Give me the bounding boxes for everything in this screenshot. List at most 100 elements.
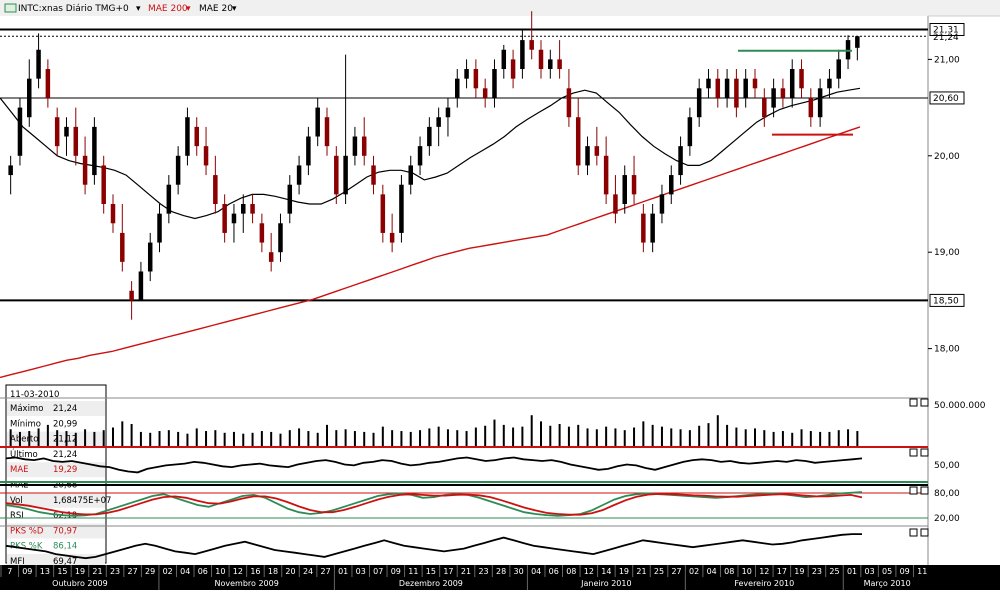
candle-body [641,213,646,243]
month-label: Novembro 2009 [214,579,278,588]
info-row-label: RSI [10,511,24,521]
candle-body [789,69,795,98]
date-label: 23 [110,567,120,576]
panel-close-icon[interactable] [920,398,929,407]
date-label: 04 [531,567,541,576]
panel-close-icon[interactable] [920,528,929,537]
toolbar: INTC:xnas Diário TMG+0 ▾ MAE 200▾ MAE 20 ▾ [0,0,1000,16]
panel-close-icon[interactable] [920,486,929,495]
price-level-label: 18,50 [933,296,959,306]
candle-body [389,232,395,243]
info-row-label: Aberto [10,435,38,445]
date-label: 23 [812,567,822,576]
info-row-value: 20,99 [53,419,77,429]
date-label: 17 [777,567,787,576]
ma200-line [0,126,861,379]
candle-body [696,88,702,118]
candle-body [780,88,786,98]
candle-body [222,204,227,233]
candle-body [510,59,516,79]
date-label: 14 [601,567,611,576]
date-label: 02 [689,567,699,576]
month-label: Dezembro 2009 [399,579,463,588]
candle-body [352,136,358,156]
date-label: 03 [356,567,366,576]
rsi-line [5,456,863,474]
date-label: 21 [636,567,646,576]
candle-body [752,78,758,89]
panel-maximize-icon[interactable] [909,398,918,407]
candle-body [659,194,665,214]
candle-body [17,107,23,156]
candle-body [464,69,469,79]
info-date: 11-03-2010 [10,390,59,400]
candle-body [817,88,823,118]
symbol-dropdown-icon: ▾ [136,4,141,14]
price-level-label: 21,31 [933,25,959,35]
candle-body [715,78,721,98]
candle-body [808,97,814,118]
candle-body [538,49,544,70]
candle-body [231,213,237,224]
candle-body [27,78,32,118]
symbol-label: INTC:xnas Diário TMG+0 [18,4,129,14]
candle-body [678,146,683,176]
info-row-label: MAE [10,465,29,475]
candle-body [585,146,590,166]
panel-close-icon[interactable] [920,448,929,457]
date-label: 16 [250,567,260,576]
candle-body [771,88,776,108]
candle-body [557,59,562,70]
date-axis: 7 09 13 15 19 21 23 27 29 02 04 06 10 12 16 18 20 24 27 01 0… [0,565,1000,590]
candle-body [306,136,311,166]
candle-body [110,204,116,224]
candle-body [166,184,172,214]
volume-bars [9,415,859,446]
candle-body [427,126,432,147]
candle-body [594,146,600,156]
date-label: 20 [285,567,295,576]
date-label: 02 [163,567,173,576]
month-label: Fevereiro 2010 [734,579,794,588]
date-label: 30 [514,567,524,576]
stoch-k-line [5,491,863,517]
price-last-label: 21,24 [933,33,959,43]
candle-body [36,49,41,79]
candle-body [185,117,190,156]
stoch-20-label: 20,00 [934,514,960,524]
candle-body [473,69,479,89]
price-tick-label: 18,00 [934,345,960,355]
date-label: 28 [496,567,506,576]
candle-body [213,175,218,204]
date-label: 27 [128,567,138,576]
candle-body [371,165,376,185]
candle-body [734,78,739,108]
date-label: 27 [671,567,681,576]
date-label: 23 [478,567,488,576]
month-label: Março 2010 [864,579,911,588]
candle-body [82,155,88,185]
candle-body [529,40,534,50]
date-label: 07 [373,567,383,576]
info-row-band [7,523,105,539]
candle-body [194,126,199,147]
date-label: 13 [40,567,50,576]
info-panel: 11-03-2010 Máximo 21,24 Mínimo 20,99 Aberto 21… [5,384,111,569]
date-label: 19 [75,567,85,576]
candle-body [241,204,246,214]
info-row-label: PKS %D [10,526,44,536]
panel-maximize-icon[interactable] [909,486,918,495]
candle-body [203,146,209,166]
month-label: Outubro 2009 [52,579,108,588]
date-label: 10 [215,567,225,576]
candle-body [445,107,451,118]
info-row-value: 21,12 [53,435,77,445]
panel-maximize-icon[interactable] [909,448,918,457]
candle-body [175,155,181,185]
info-row-value: 19,29 [53,465,77,475]
candle-body [650,213,655,243]
candle-body [324,117,330,147]
panel-maximize-icon[interactable] [909,528,918,537]
date-label: 15 [426,567,436,576]
volume-scale-label: 50.000.000 [934,401,986,411]
